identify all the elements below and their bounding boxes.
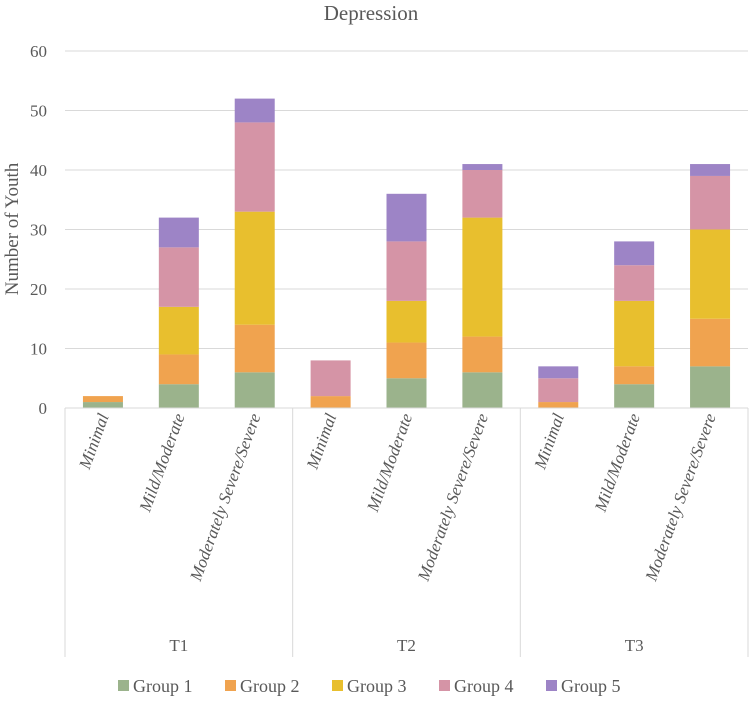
bar-segment-group-4 xyxy=(310,360,351,397)
bar-segment-group-1 xyxy=(386,378,427,408)
legend-swatch xyxy=(225,680,236,691)
category-label: Moderately Severe/Severe xyxy=(186,410,265,584)
bar-segment-group-3 xyxy=(234,211,275,325)
bar-segment-group-4 xyxy=(538,378,579,403)
bar-segment-group-4 xyxy=(462,170,503,218)
bar-segment-group-2 xyxy=(82,396,123,403)
bar-segment-group-1 xyxy=(158,384,199,408)
legend-label: Group 1 xyxy=(133,676,193,696)
bar-segment-group-2 xyxy=(234,324,275,373)
group-label: T2 xyxy=(397,636,416,655)
category-label: Mild/Moderate xyxy=(135,410,189,515)
y-axis-label: Number of Youth xyxy=(2,162,23,295)
bar-segment-group-2 xyxy=(538,402,579,408)
group-label: T3 xyxy=(625,636,644,655)
legend-label: Group 2 xyxy=(240,676,300,696)
legend-swatch xyxy=(546,680,557,691)
bar-segment-group-2 xyxy=(310,396,351,408)
bar-segment-group-3 xyxy=(158,306,199,355)
category-label: Mild/Moderate xyxy=(591,410,645,515)
bar-segment-group-2 xyxy=(386,342,427,379)
category-label: Minimal xyxy=(302,411,340,473)
bar-segment-group-5 xyxy=(690,164,731,176)
bar-segment-group-1 xyxy=(690,366,731,408)
bar-segment-group-4 xyxy=(386,241,427,301)
bar-segment-group-5 xyxy=(386,193,427,242)
bar-segment-group-1 xyxy=(234,372,275,408)
bar-segment-group-5 xyxy=(158,217,199,248)
bar-segment-group-3 xyxy=(386,300,427,343)
legend-swatch xyxy=(118,680,129,691)
bar-segment-group-1 xyxy=(614,384,655,408)
legend-label: Group 4 xyxy=(454,676,514,696)
y-tick-label: 40 xyxy=(30,161,47,180)
y-tick-label: 20 xyxy=(30,280,47,299)
group-label: T1 xyxy=(169,636,188,655)
bar-segment-group-2 xyxy=(614,366,655,385)
y-tick-label: 10 xyxy=(30,340,47,359)
bar-segment-group-5 xyxy=(462,164,503,170)
bar-segment-group-2 xyxy=(462,336,503,373)
bar-segment-group-1 xyxy=(462,372,503,408)
bar-segment-group-4 xyxy=(690,175,731,230)
category-label: Moderately Severe/Severe xyxy=(414,410,493,584)
chart-title: Depression xyxy=(324,1,419,25)
y-tick-label: 30 xyxy=(30,221,47,240)
bar-segment-group-5 xyxy=(234,98,275,123)
legend-label: Group 3 xyxy=(347,676,407,696)
y-tick-label: 60 xyxy=(30,42,47,61)
bar-segment-group-2 xyxy=(690,318,731,367)
bar-segment-group-5 xyxy=(538,366,579,379)
legend-label: Group 5 xyxy=(561,676,621,696)
bar-segment-group-4 xyxy=(614,265,655,301)
bar-segment-group-4 xyxy=(234,122,275,212)
y-tick-label: 0 xyxy=(39,399,48,418)
category-label: Minimal xyxy=(530,411,568,473)
bar-segment-group-3 xyxy=(462,217,503,337)
legend-swatch xyxy=(332,680,343,691)
legend-swatch xyxy=(439,680,450,691)
bar-segment-group-2 xyxy=(158,354,199,385)
category-label: Minimal xyxy=(75,411,113,473)
bar-segment-group-4 xyxy=(158,247,199,307)
legend: Group 1 Group 2 Group 3 Group 4 Group 5 xyxy=(118,676,621,696)
bar-segment-group-3 xyxy=(614,300,655,367)
bars xyxy=(82,98,731,408)
category-label: Mild/Moderate xyxy=(363,410,417,515)
bar-segment-group-3 xyxy=(690,229,731,319)
category-label: Moderately Severe/Severe xyxy=(641,410,720,584)
bar-segment-group-5 xyxy=(614,241,655,266)
bar-segment-group-1 xyxy=(82,402,123,408)
y-tick-label: 50 xyxy=(30,102,47,121)
